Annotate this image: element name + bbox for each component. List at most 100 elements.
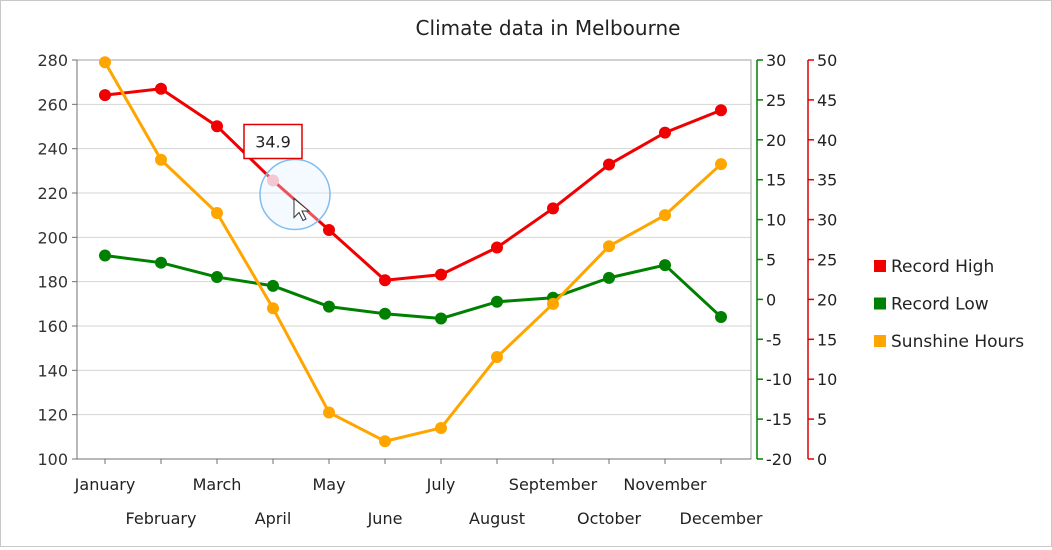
data-point-record-low-november[interactable] — [659, 259, 671, 272]
legend-label: Record Low — [891, 295, 989, 315]
series-line-sunshine-hours — [103, 61, 723, 443]
right-axis-record-low-tick-label: 0 — [766, 290, 776, 309]
data-point-sunshine-hours-april[interactable] — [267, 302, 279, 315]
legend-item-record-high[interactable]: Record High — [874, 257, 994, 277]
chart-title: Climate data in Melbourne — [416, 16, 681, 40]
data-point-sunshine-hours-november[interactable] — [659, 209, 671, 222]
right-axis-record-high-tick-label: 25 — [817, 251, 837, 270]
axes: 100120140160180200220240260280-20-15-10-… — [37, 51, 837, 528]
legend-item-sunshine-hours[interactable]: Sunshine Hours — [874, 332, 1024, 352]
legend-swatch — [874, 297, 886, 310]
data-point-sunshine-hours-december[interactable] — [715, 158, 727, 171]
x-axis-tick-label-june: June — [367, 509, 403, 528]
data-point-record-high-march[interactable] — [211, 120, 223, 133]
data-point-record-low-july[interactable] — [435, 312, 447, 325]
data-point-record-high-may[interactable] — [323, 223, 335, 236]
legend[interactable]: Record High Record Low Sunshine Hours — [874, 257, 1024, 352]
left-axis-tick-label: 240 — [37, 140, 68, 159]
right-axis-record-low-tick-label: -10 — [766, 370, 792, 389]
plot-area-frame — [76, 59, 752, 460]
x-axis-tick-label-september: September — [509, 475, 598, 494]
right-axis-record-high-tick-label: 35 — [817, 171, 837, 190]
data-point-record-low-february[interactable] — [155, 256, 167, 269]
left-axis-tick-label: 100 — [37, 450, 68, 469]
data-point-record-low-april[interactable] — [267, 279, 279, 292]
right-axis-record-high-tick-label: 0 — [817, 450, 827, 469]
left-axis-tick-label: 180 — [37, 273, 68, 292]
data-point-record-high-january[interactable] — [99, 89, 111, 102]
data-point-sunshine-hours-october[interactable] — [603, 240, 615, 253]
right-axis-record-low-tick-label: 30 — [766, 51, 786, 70]
tooltip-layer: 34.9 — [243, 123, 331, 231]
left-axis-tick-label: 140 — [37, 361, 68, 380]
data-point-record-high-february[interactable] — [155, 82, 167, 95]
x-axis-tick-label-march: March — [193, 475, 242, 494]
right-axis-record-low-tick-label: 10 — [766, 211, 786, 230]
series-line-record-high — [104, 87, 722, 282]
x-axis-tick-label-december: December — [680, 509, 763, 528]
right-axis-record-low-tick-label: -20 — [766, 450, 792, 469]
data-point-record-high-august[interactable] — [491, 241, 503, 254]
right-axis-record-high-tick-label: 30 — [817, 211, 837, 230]
data-point-record-high-november[interactable] — [659, 126, 671, 139]
mouse-cursor-icon — [293, 197, 311, 222]
right-axis-record-low-tick-label: 25 — [766, 91, 786, 110]
data-point-sunshine-hours-january[interactable] — [99, 56, 111, 69]
data-point-sunshine-hours-september[interactable] — [547, 297, 559, 310]
left-axis-tick-label: 260 — [37, 95, 68, 114]
left-axis-tick-label: 280 — [37, 51, 68, 70]
data-point-sunshine-hours-june[interactable] — [379, 435, 391, 448]
data-point-record-low-december[interactable] — [715, 310, 727, 323]
right-axis-record-high-tick-label: 50 — [817, 51, 837, 70]
left-axis-tick-label: 160 — [37, 317, 68, 336]
data-point-sunshine-hours-may[interactable] — [323, 406, 335, 419]
data-point-record-high-june[interactable] — [379, 274, 391, 287]
x-axis-tick-label-february: February — [126, 509, 197, 528]
legend-label: Sunshine Hours — [891, 332, 1024, 352]
right-axis-record-high-tick-label: 10 — [817, 370, 837, 389]
series-line-record-low — [104, 254, 723, 321]
data-point-record-low-august[interactable] — [491, 295, 503, 308]
left-axis-tick-label: 200 — [37, 228, 68, 247]
data-point-sunshine-hours-february[interactable] — [155, 153, 167, 166]
data-point-record-low-october[interactable] — [603, 271, 615, 284]
series-sunshine-hours — [99, 56, 727, 448]
right-axis-record-low-tick-label: 5 — [766, 251, 776, 270]
x-axis-tick-label-may: May — [312, 475, 345, 494]
right-axis-record-high-tick-label: 45 — [817, 91, 837, 110]
data-point-record-high-october[interactable] — [603, 158, 615, 171]
data-point-record-low-june[interactable] — [379, 307, 391, 320]
x-axis-tick-label-october: October — [577, 509, 641, 528]
data-point-record-low-march[interactable] — [211, 271, 223, 284]
right-axis-record-high-tick-label: 40 — [817, 131, 837, 150]
right-axis-record-low-tick-label: 20 — [766, 131, 786, 150]
series-record-high — [99, 82, 727, 287]
data-point-sunshine-hours-august[interactable] — [491, 351, 503, 364]
x-axis-tick-label-november: November — [623, 475, 707, 494]
data-point-sunshine-hours-july[interactable] — [435, 421, 447, 434]
data-point-record-low-january[interactable] — [99, 249, 111, 262]
right-axis-record-high-tick-label: 5 — [817, 410, 827, 429]
data-point-record-high-december[interactable] — [715, 104, 727, 117]
data-point-record-low-may[interactable] — [323, 300, 335, 313]
legend-label: Record High — [891, 257, 994, 277]
tooltip-box — [243, 123, 303, 160]
data-point-record-high-september[interactable] — [547, 202, 559, 215]
x-axis-tick-label-july: July — [426, 475, 456, 494]
right-axis-record-high-tick-label: 15 — [817, 330, 837, 349]
tooltip-value: 34.9 — [255, 132, 291, 151]
x-axis-tick-label-august: August — [469, 509, 525, 528]
right-axis-record-high-tick-label: 20 — [817, 290, 837, 309]
series-layer — [99, 56, 727, 448]
right-axis-record-low-tick-label: -15 — [766, 410, 792, 429]
grid-lines — [77, 59, 751, 460]
left-axis-tick-label: 220 — [37, 184, 68, 203]
data-point-record-high-april[interactable] — [267, 174, 279, 187]
x-axis-tick-label-january: January — [74, 475, 136, 494]
data-point-sunshine-hours-march[interactable] — [211, 206, 223, 219]
legend-item-record-low[interactable]: Record Low — [874, 295, 989, 315]
data-point-record-high-july[interactable] — [435, 268, 447, 281]
series-record-low — [99, 249, 727, 325]
right-axis-record-low-tick-label: -5 — [766, 330, 782, 349]
